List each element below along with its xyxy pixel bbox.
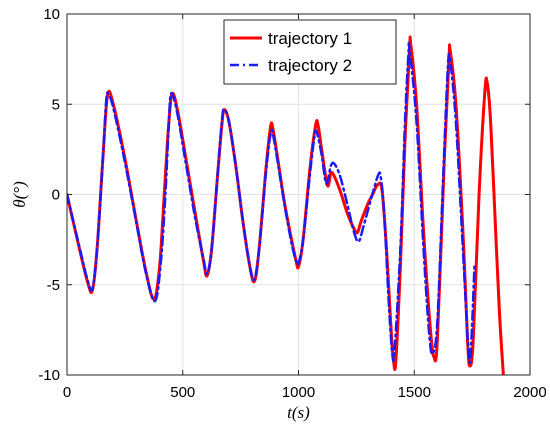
series-line-trajectory-2 [67,41,476,364]
legend-label-trajectory-2: trajectory 2 [268,56,352,75]
x-tick-label: 500 [170,384,195,401]
tick-labels: 0 500 1000 1500 2000 -10 -5 0 5 10 [38,6,546,401]
legend-label-trajectory-1: trajectory 1 [268,29,352,48]
series-layer [67,35,505,375]
y-tick-label: 5 [52,96,60,113]
legend: trajectory 1 trajectory 2 [223,19,397,85]
legend-box [223,19,397,85]
x-tick-label: 0 [63,384,71,401]
y-tick-label: 0 [52,187,60,204]
y-axis-title: θ(°) [10,181,29,208]
x-axis-title: t(s) [287,403,310,422]
x-tick-label: 1500 [398,384,431,401]
y-tick-label: -5 [47,277,60,294]
axis-ticks [66,13,531,376]
x-tick-label: 2000 [513,384,546,401]
y-tick-label: -10 [38,367,60,384]
y-tick-label: 10 [43,6,60,23]
x-tick-label: 1000 [282,384,315,401]
